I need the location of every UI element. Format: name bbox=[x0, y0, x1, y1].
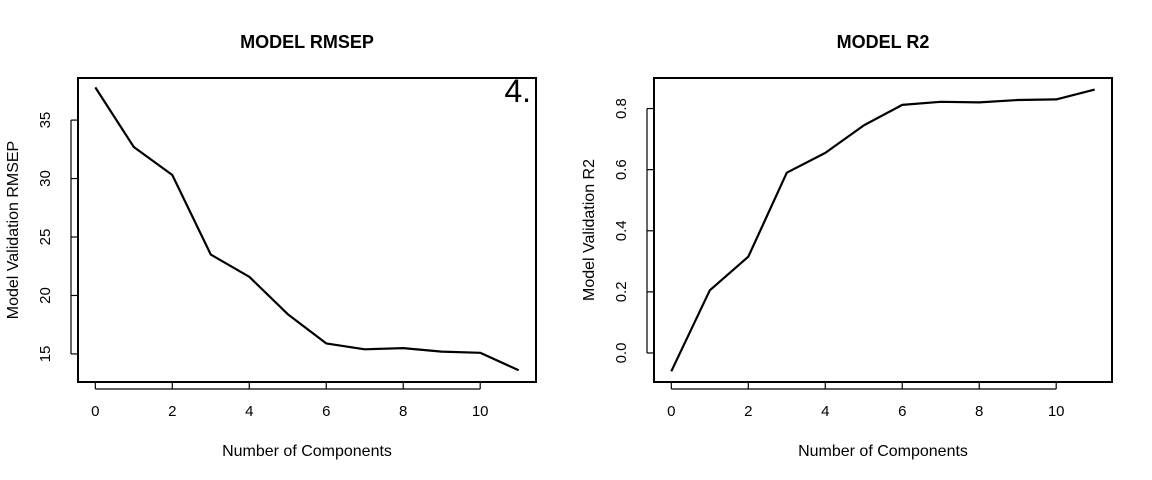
series-line bbox=[94, 86, 520, 372]
rmsep-panel: MODEL RMSEP 4. Number of Components Mode… bbox=[5, 32, 537, 460]
x-tick-label: 6 bbox=[322, 403, 330, 420]
x-tick-label: 8 bbox=[975, 403, 983, 420]
y-axis: 0.0 0.2 0.4 0.6 0.8 bbox=[613, 98, 654, 363]
x-axis-label: Number of Components bbox=[222, 443, 392, 460]
series-marks bbox=[94, 86, 520, 372]
y-tick-label: 25 bbox=[37, 229, 54, 246]
x-tick-label: 10 bbox=[1048, 403, 1065, 420]
plot-frame bbox=[653, 77, 1113, 383]
x-tick-label: 4 bbox=[245, 403, 253, 420]
x-tick-label: 2 bbox=[168, 403, 176, 420]
panel-annotation: 4. bbox=[504, 73, 531, 109]
x-tick-label: 8 bbox=[399, 403, 407, 420]
x-tick-label: 2 bbox=[744, 403, 752, 420]
x-tick-label: 0 bbox=[91, 403, 99, 420]
x-axis: 0 2 4 6 8 10 bbox=[91, 382, 489, 420]
x-tick-label: 6 bbox=[898, 403, 906, 420]
y-tick-label: 0.8 bbox=[613, 98, 630, 119]
y-axis-label: Model Validation R2 bbox=[581, 159, 598, 301]
y-axis-label: Model Validation RMSEP bbox=[5, 141, 22, 319]
y-tick-label: 0.6 bbox=[613, 159, 630, 180]
series-line bbox=[670, 88, 1095, 372]
y-tick-label: 0.2 bbox=[613, 281, 630, 302]
x-tick-label: 0 bbox=[667, 403, 675, 420]
x-axis: 0 2 4 6 8 10 bbox=[667, 382, 1065, 420]
y-tick-label: 15 bbox=[37, 346, 54, 363]
y-tick-label: 0.4 bbox=[613, 220, 630, 241]
x-axis-label: Number of Components bbox=[798, 443, 968, 460]
x-tick-label: 4 bbox=[821, 403, 829, 420]
r2-panel: MODEL R2 Number of Components Model Vali… bbox=[581, 32, 1113, 460]
x-tick-label: 10 bbox=[472, 403, 489, 420]
y-tick-label: 20 bbox=[37, 287, 54, 304]
y-axis: 15 20 25 30 35 bbox=[37, 112, 78, 363]
series-marks bbox=[670, 88, 1095, 372]
y-tick-label: 30 bbox=[37, 170, 54, 187]
y-tick-label: 0.0 bbox=[613, 343, 630, 364]
plot-frame bbox=[77, 77, 537, 383]
y-tick-label: 35 bbox=[37, 112, 54, 129]
chart-title: MODEL R2 bbox=[837, 32, 930, 52]
chart-title: MODEL RMSEP bbox=[240, 32, 374, 52]
